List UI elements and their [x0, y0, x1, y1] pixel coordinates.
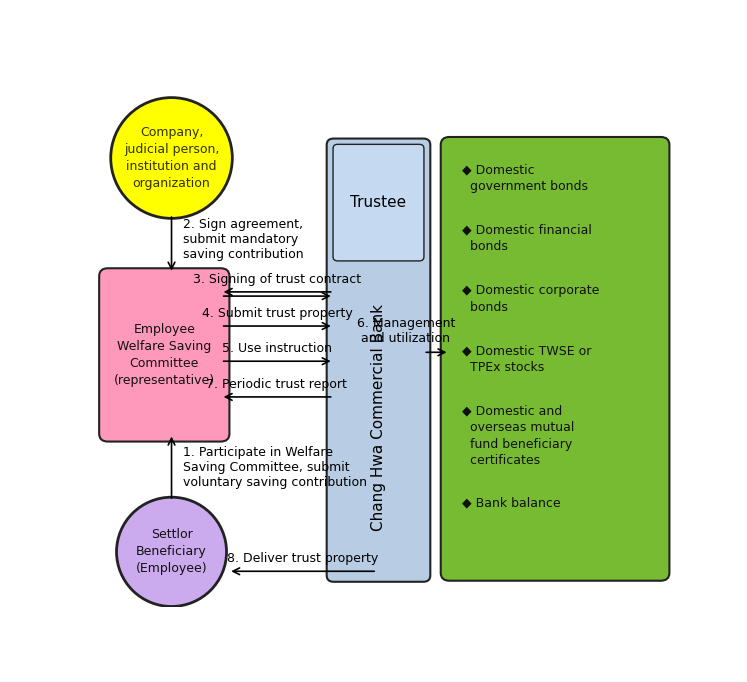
- Text: Trustee: Trustee: [350, 195, 406, 210]
- Text: Employee
Welfare Saving
Committee
(representative): Employee Welfare Saving Committee (repre…: [114, 323, 215, 387]
- Text: ◆ Domestic corporate
  bonds: ◆ Domestic corporate bonds: [462, 284, 600, 314]
- FancyBboxPatch shape: [326, 138, 430, 582]
- Text: ◆ Domestic
  government bonds: ◆ Domestic government bonds: [462, 163, 588, 193]
- Text: Chang Hwa Commercial Bank: Chang Hwa Commercial Bank: [371, 304, 386, 531]
- Text: ◆ Domestic financial
  bonds: ◆ Domestic financial bonds: [462, 224, 592, 253]
- Text: 3. Signing of trust contract: 3. Signing of trust contract: [193, 273, 361, 286]
- Ellipse shape: [111, 98, 232, 218]
- Ellipse shape: [117, 497, 226, 606]
- Text: ◆ Domestic and
  overseas mutual
  fund beneficiary
  certificates: ◆ Domestic and overseas mutual fund bene…: [462, 405, 574, 467]
- Text: 2. Sign agreement,
submit mandatory
saving contribution: 2. Sign agreement, submit mandatory savi…: [183, 218, 304, 261]
- Text: 4. Submit trust property: 4. Submit trust property: [202, 307, 353, 320]
- Text: ◆ Domestic TWSE or
  TPEx stocks: ◆ Domestic TWSE or TPEx stocks: [462, 344, 592, 374]
- FancyBboxPatch shape: [441, 137, 669, 581]
- Text: Company,
judicial person,
institution and
organization: Company, judicial person, institution an…: [124, 126, 219, 190]
- Text: 8. Deliver trust property: 8. Deliver trust property: [227, 552, 379, 565]
- Text: Settlor
Beneficiary
(Employee): Settlor Beneficiary (Employee): [136, 529, 208, 576]
- FancyBboxPatch shape: [333, 145, 424, 261]
- Text: 6. Management
and utilization: 6. Management and utilization: [357, 317, 455, 346]
- Text: 1. Participate in Welfare
Saving Committee, submit
voluntary saving contribution: 1. Participate in Welfare Saving Committ…: [183, 446, 367, 489]
- Text: 5. Use instruction: 5. Use instruction: [222, 342, 332, 355]
- Text: 7. Periodic trust report: 7. Periodic trust report: [206, 378, 347, 391]
- FancyBboxPatch shape: [99, 268, 229, 441]
- Text: ◆ Bank balance: ◆ Bank balance: [462, 496, 561, 509]
